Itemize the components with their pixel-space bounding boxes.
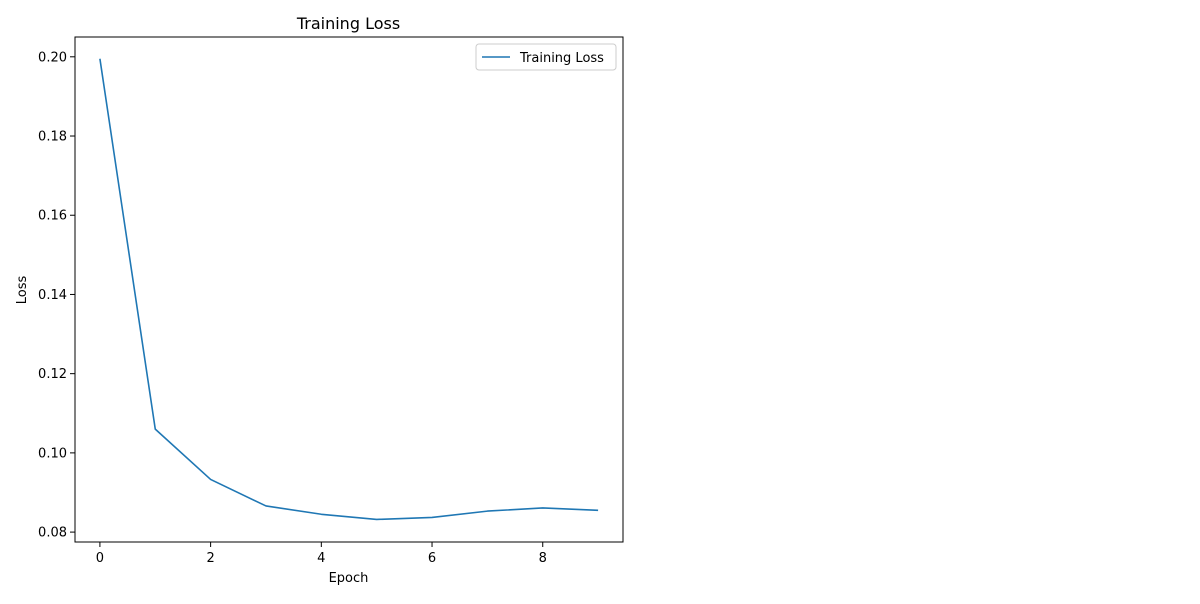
y-tick-label: 0.08: [38, 526, 67, 541]
legend: Training Loss: [475, 43, 617, 71]
y-tick-label: 0.14: [38, 288, 67, 303]
x-tick-label: 2: [206, 551, 214, 566]
y-tick-label: 0.16: [38, 209, 67, 224]
series-line-0: [99, 58, 599, 521]
x-tick-label: 8: [539, 551, 547, 566]
y-axis-label: Loss: [15, 276, 30, 305]
chart-title: Training Loss: [296, 14, 400, 33]
axes: 0 2 4 6 8 0.08 0.10 0.12 0.14 0.16 0.18 0.20: [38, 36, 624, 566]
x-tick-label: 0: [96, 551, 104, 566]
y-tick-label: 0.10: [38, 446, 67, 461]
plot-frame: [74, 36, 624, 543]
x-tick-label: 6: [428, 551, 436, 566]
legend-label: Training Loss: [519, 51, 604, 66]
legend-box: [475, 43, 617, 71]
x-tick-label: 4: [317, 551, 325, 566]
plot-area: [99, 58, 599, 521]
y-tick-label: 0.20: [38, 50, 67, 65]
y-tick-label: 0.18: [38, 130, 67, 145]
y-tick-label: 0.12: [38, 367, 67, 382]
x-axis-label: Epoch: [329, 571, 369, 586]
